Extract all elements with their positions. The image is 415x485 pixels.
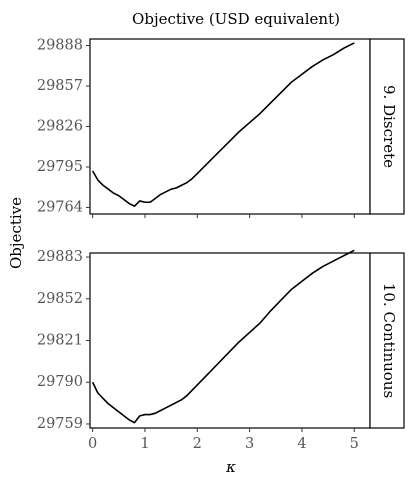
y-tick-label: 29764 — [37, 199, 83, 215]
y-tick-label: 29790 — [37, 374, 83, 390]
facet-strip — [369, 252, 405, 429]
y-tick-label: 29857 — [37, 78, 83, 94]
facet-strip — [369, 38, 405, 215]
chart-title: Objective (USD equivalent) — [132, 10, 340, 28]
x-tick-label: 0 — [88, 436, 97, 452]
y-tick-label: 29826 — [37, 119, 83, 135]
x-tick-label: 2 — [193, 436, 202, 452]
y-axis-title: Objective — [7, 197, 25, 269]
facet-strip-label: 9. Discrete — [380, 85, 398, 168]
y-tick-label: 29795 — [37, 159, 83, 175]
x-tick-label: 3 — [245, 436, 254, 452]
panel-frame — [89, 38, 371, 215]
y-tick-label: 29759 — [37, 416, 83, 432]
facet-strip-label: 10. Continuous — [380, 283, 398, 398]
x-tick-label: 4 — [297, 436, 306, 452]
y-tick-label: 29852 — [37, 291, 83, 307]
series-line — [91, 249, 355, 424]
panel-2: 10. Continuous 29759 29790 29821 29852 29883 — [37, 249, 405, 432]
x-tick-label: 5 — [350, 436, 359, 452]
x-axis-title: κ — [225, 458, 236, 476]
panel-frame — [89, 252, 371, 429]
y-tick-label: 29883 — [37, 249, 83, 265]
panels-group: 9. Discrete 29764 29795 29826 29857 29888 10. … — [37, 38, 405, 452]
y-tick-label: 29821 — [37, 333, 83, 349]
x-tick-label: 1 — [140, 436, 149, 452]
panel-1: 9. Discrete 29764 29795 29826 29857 29888 — [37, 38, 405, 218]
y-tick-label: 29888 — [37, 38, 83, 54]
series-line — [91, 42, 355, 207]
